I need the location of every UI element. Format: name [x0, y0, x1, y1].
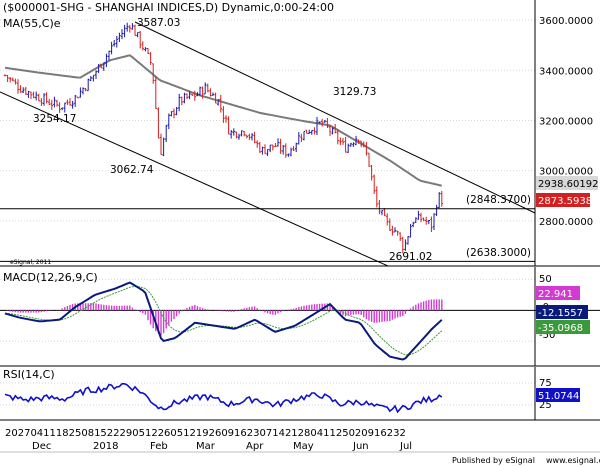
price-tick-label: 3600.0000: [539, 16, 593, 27]
ma-price-tag-bg: [536, 176, 598, 190]
annotation-3129: 3129.73: [333, 86, 376, 98]
price-tick-label: 3400.0000: [539, 66, 593, 77]
rsi-tag-bg: [536, 388, 580, 402]
x-axis-month-label: Mar: [196, 441, 216, 452]
annotation-3062: 3062.74: [110, 164, 154, 176]
macd-pane-bg: [0, 267, 535, 366]
macd-signal-tag-bg: [536, 320, 590, 334]
channel-lower-line: [0, 91, 389, 267]
ma-55-line: [4, 54, 443, 187]
rsi-pane-bg: [0, 367, 535, 420]
macd-line-tag-bg: [536, 305, 588, 319]
annotation-3254: 3254.17: [33, 113, 76, 125]
macd-tick-50: 50: [539, 274, 552, 285]
price-pane-bg: [0, 0, 535, 266]
macd-signal-tag-text: -35.0968: [538, 323, 583, 334]
annotation-2848: (2848.3700): [466, 194, 531, 206]
rsi-tick-75: 75: [539, 378, 552, 389]
x-axis-month-label: May: [293, 441, 314, 452]
price-axis-labels: 3600.0000 3400.0000 3200.0000 3000.0000 2800…: [539, 16, 593, 228]
rsi-tag-text: 51.0744: [538, 391, 579, 402]
ma-legend: MA(55,C)e: [3, 17, 61, 30]
x-axis-month-label: Apr: [246, 441, 264, 452]
x-axis-day-labels: 2027041118250815222905122605121926091623…: [5, 428, 406, 439]
x-axis-month-label: 2018: [93, 441, 118, 452]
x-axis-month-label: Jul: [399, 441, 412, 452]
channel-upper-line: [134, 21, 536, 214]
macd-line-tag-text: -12.1557: [538, 308, 583, 319]
last-price-tag-text: 2873.5938: [538, 196, 592, 207]
last-price-tag: 2873.5938: [536, 193, 592, 207]
macd-line-tag: -12.1557: [536, 305, 588, 319]
macd-main-line: [4, 281, 443, 361]
footer-url: www.esignal.com: [546, 456, 600, 465]
rsi-legend: RSI(14,C): [3, 368, 55, 381]
annotation-low: 2691.02: [389, 251, 432, 263]
macd-hist-tag-text: 22.941: [538, 289, 573, 300]
macd-hist-tag-bg: [536, 286, 580, 300]
annotation-2638: (2638.3000): [466, 247, 531, 259]
watermark: eSignal, 2011: [10, 259, 51, 266]
x-axis-month-label: Feb: [150, 441, 168, 452]
chart-title: ($000001-SHG - SHANGHAI INDICES,D) Dynam…: [3, 1, 334, 14]
price-pane: [0, 0, 600, 267]
price-tick-label: 2800.0000: [539, 217, 593, 228]
rsi-pane: [0, 367, 600, 421]
price-tick-label: 3000.0000: [539, 167, 593, 178]
rsi-line: [4, 383, 443, 414]
macd-legend: MACD(12,26,9,C): [3, 271, 98, 284]
x-axis: 2027041118250815222905122605121926091623…: [5, 428, 412, 452]
rsi-tick-25: 25: [539, 400, 552, 411]
x-axis-month-label: Jun: [352, 441, 369, 452]
x-axis-month-label: Dec: [32, 441, 51, 452]
macd-signal-tag: -35.0968: [536, 320, 590, 334]
macd-pane: [0, 267, 600, 367]
last-price-tag-bg: [536, 193, 590, 207]
ma-price-tag: 2938.60192: [536, 176, 598, 190]
x-axis-month-labels: Dec 2018 Feb Mar Apr May Jun Jul: [32, 441, 412, 452]
rsi-tag: 51.0744: [536, 388, 580, 402]
annotation-high: 3587.03: [137, 17, 180, 29]
price-tick-label: 3200.0000: [539, 116, 593, 127]
macd-tick-neg50: -50: [539, 330, 555, 341]
ma-price-tag-text: 2938.60192: [538, 179, 598, 190]
footer-published: Published by eSignal: [452, 456, 535, 465]
macd-hist-tag: 22.941: [536, 286, 580, 300]
